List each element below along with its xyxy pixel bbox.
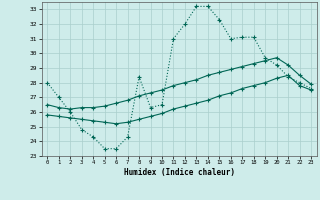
X-axis label: Humidex (Indice chaleur): Humidex (Indice chaleur)	[124, 168, 235, 177]
